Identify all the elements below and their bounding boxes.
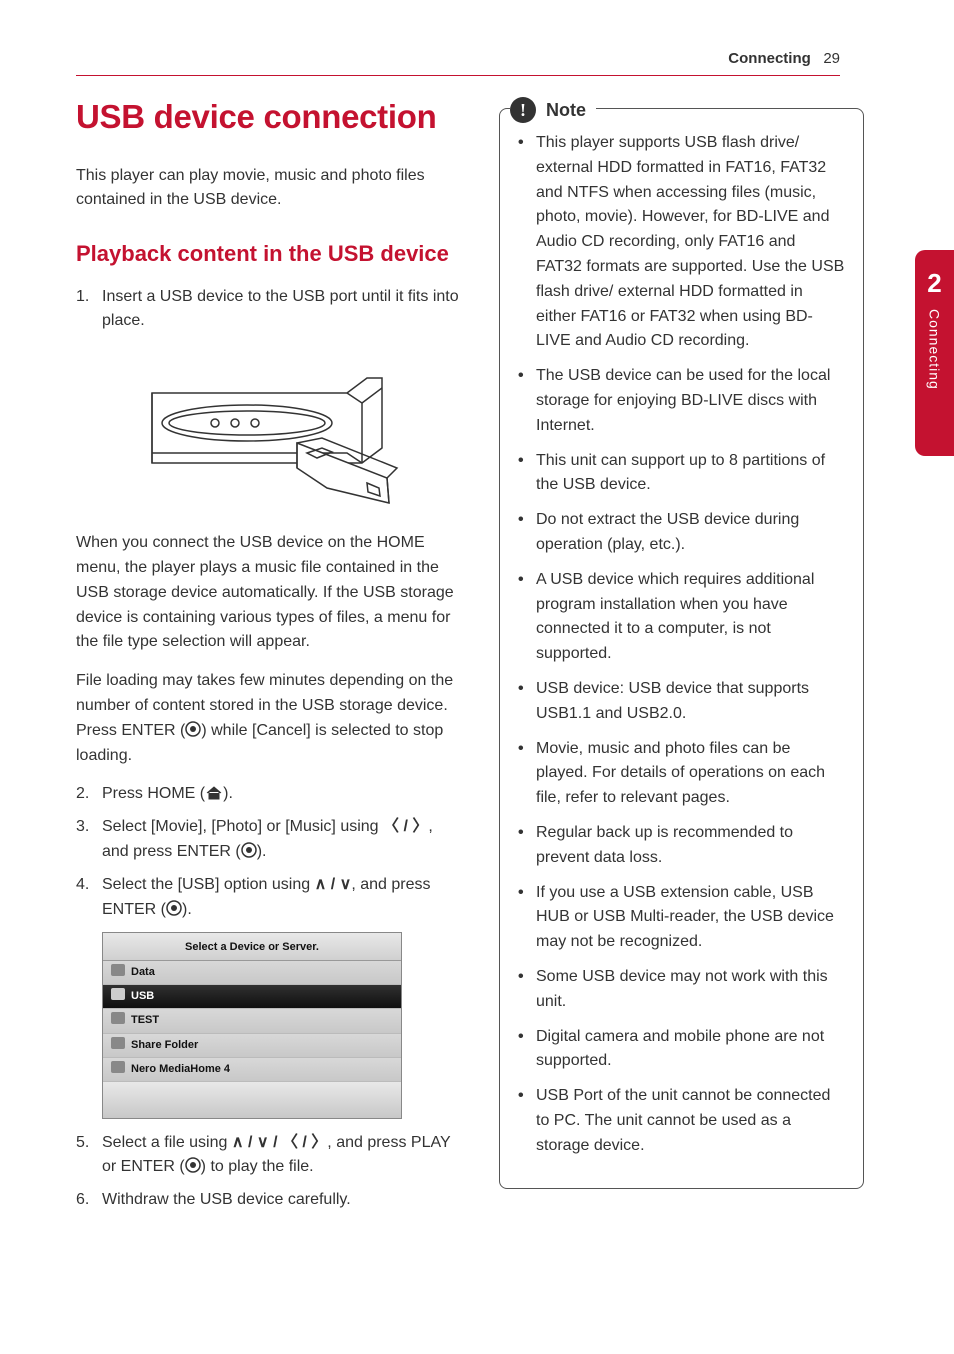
steps-list-2: Press HOME (). Select [Movie], [Photo] o… [76, 782, 461, 1213]
note-item: Movie, music and photo files can be play… [518, 737, 845, 811]
note-item: A USB device which requires additional p… [518, 568, 845, 667]
enter-icon [166, 900, 182, 916]
step-4: Select the [USB] option using ∧ / ∨, and… [76, 873, 461, 1119]
note-box: ! Note This player supports USB flash dr… [499, 108, 864, 1189]
note-header: ! Note [510, 97, 596, 123]
steps-list: Insert a USB device to the USB port unti… [76, 285, 461, 514]
step-1: Insert a USB device to the USB port unti… [76, 285, 461, 514]
step-1-text: Insert a USB device to the USB port unti… [102, 288, 459, 330]
note-item: USB Port of the unit cannot be connected… [518, 1084, 845, 1158]
step-6: Withdraw the USB device carefully. [76, 1188, 461, 1213]
device-list-row: TEST [103, 1009, 401, 1033]
note-item: This unit can support up to 8 partitions… [518, 449, 845, 499]
chapter-label: Connecting [927, 309, 943, 390]
note-item: Regular back up is recommended to preven… [518, 821, 845, 871]
step-3: Select [Movie], [Photo] or [Music] using… [76, 815, 461, 865]
page-root: Connecting 29 2 Connecting USB device co… [0, 0, 954, 1281]
header-page-num: 29 [823, 50, 840, 67]
step4-a: Select the [USB] option using [102, 876, 315, 893]
chapter-number: 2 [927, 268, 941, 299]
note-list: This player supports USB flash drive/ ex… [518, 131, 845, 1158]
page-header: Connecting 29 [728, 50, 840, 67]
enter-icon [185, 1157, 201, 1173]
step5-a: Select a file using [102, 1134, 232, 1151]
device-list-header: Select a Device or Server. [103, 933, 401, 961]
step3-a: Select [Movie], [Photo] or [Music] using [102, 818, 383, 835]
device-list-row: Nero MediaHome 4 [103, 1058, 401, 1082]
note-item: Digital camera and mobile phone are not … [518, 1025, 845, 1075]
device-list-row: USB [103, 985, 401, 1009]
header-rule [76, 75, 840, 76]
home-icon [205, 786, 223, 800]
header-section: Connecting [728, 50, 811, 67]
step3-c: ). [257, 843, 267, 860]
note-item: Do not extract the USB device during ope… [518, 508, 845, 558]
step-2: Press HOME (). [76, 782, 461, 807]
nav-left-right-icon: 〈 / 〉 [383, 818, 428, 835]
usb-diagram [137, 348, 427, 513]
intro-paragraph: This player can play movie, music and ph… [76, 164, 461, 212]
step-5: Select a file using ∧ / ∨ / 〈 / 〉, and p… [76, 1131, 461, 1181]
nav-all-icon: ∧ / ∨ / 〈 / 〉 [232, 1134, 327, 1151]
note-item: If you use a USB extension cable, USB HU… [518, 881, 845, 955]
right-column: ! Note This player supports USB flash dr… [499, 98, 864, 1221]
note-item: This player supports USB flash drive/ ex… [518, 131, 845, 354]
device-list-row: Data [103, 961, 401, 985]
note-item: Some USB device may not work with this u… [518, 965, 845, 1015]
note-label: Note [546, 100, 586, 121]
main-title: USB device connection [76, 98, 461, 136]
note-item: USB device: USB device that supports USB… [518, 677, 845, 727]
paragraph-1: When you connect the USB device on the H… [76, 531, 461, 655]
step6-text: Withdraw the USB device carefully. [102, 1191, 351, 1208]
device-list-row: Share Folder [103, 1034, 401, 1058]
left-column: USB device connection This player can pl… [76, 98, 461, 1221]
paragraph-2: File loading may takes few minutes depen… [76, 669, 461, 768]
content-columns: USB device connection This player can pl… [76, 98, 878, 1221]
nav-up-down-icon: ∧ / ∨ [315, 876, 352, 893]
device-list-screenshot: Select a Device or Server. DataUSBTESTSh… [102, 932, 402, 1118]
step2-a: Press HOME ( [102, 785, 205, 802]
chapter-tab: 2 Connecting [915, 250, 954, 456]
enter-icon [241, 842, 257, 858]
enter-icon [185, 721, 201, 737]
step4-c: ). [182, 901, 192, 918]
sub-title: Playback content in the USB device [76, 240, 461, 269]
device-list-padding [103, 1082, 401, 1118]
step5-c: ) to play the file. [201, 1158, 314, 1175]
step2-b: ). [223, 785, 233, 802]
note-item: The USB device can be used for the local… [518, 364, 845, 438]
note-badge-icon: ! [510, 97, 536, 123]
